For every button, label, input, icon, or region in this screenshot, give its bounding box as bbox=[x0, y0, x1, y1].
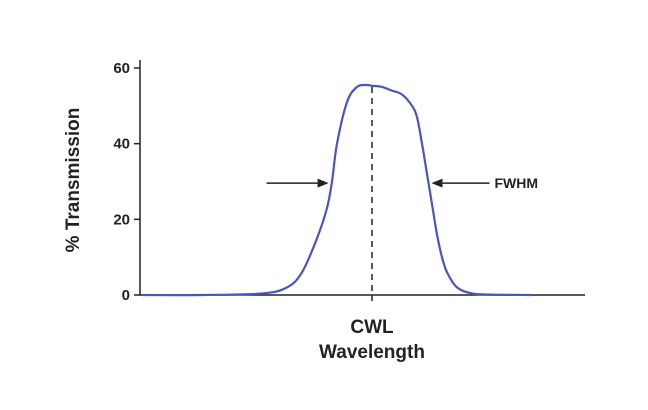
y-tick-label: 20 bbox=[113, 211, 130, 228]
fwhm-left-arrowhead bbox=[317, 178, 329, 188]
y-ticks: 0 20 40 60 bbox=[113, 60, 140, 304]
transmission-curve bbox=[141, 83, 533, 297]
fwhm-right-arrowhead bbox=[431, 178, 443, 188]
y-tick-label: 60 bbox=[113, 60, 130, 77]
y-axis-title: % Transmission bbox=[63, 108, 84, 253]
y-tick-label: 40 bbox=[113, 136, 130, 153]
fwhm-label: FWHM bbox=[495, 175, 539, 191]
cwl-label: CWL bbox=[350, 317, 394, 338]
x-axis-title: Wavelength bbox=[319, 342, 425, 363]
y-tick-label: 0 bbox=[122, 287, 130, 304]
